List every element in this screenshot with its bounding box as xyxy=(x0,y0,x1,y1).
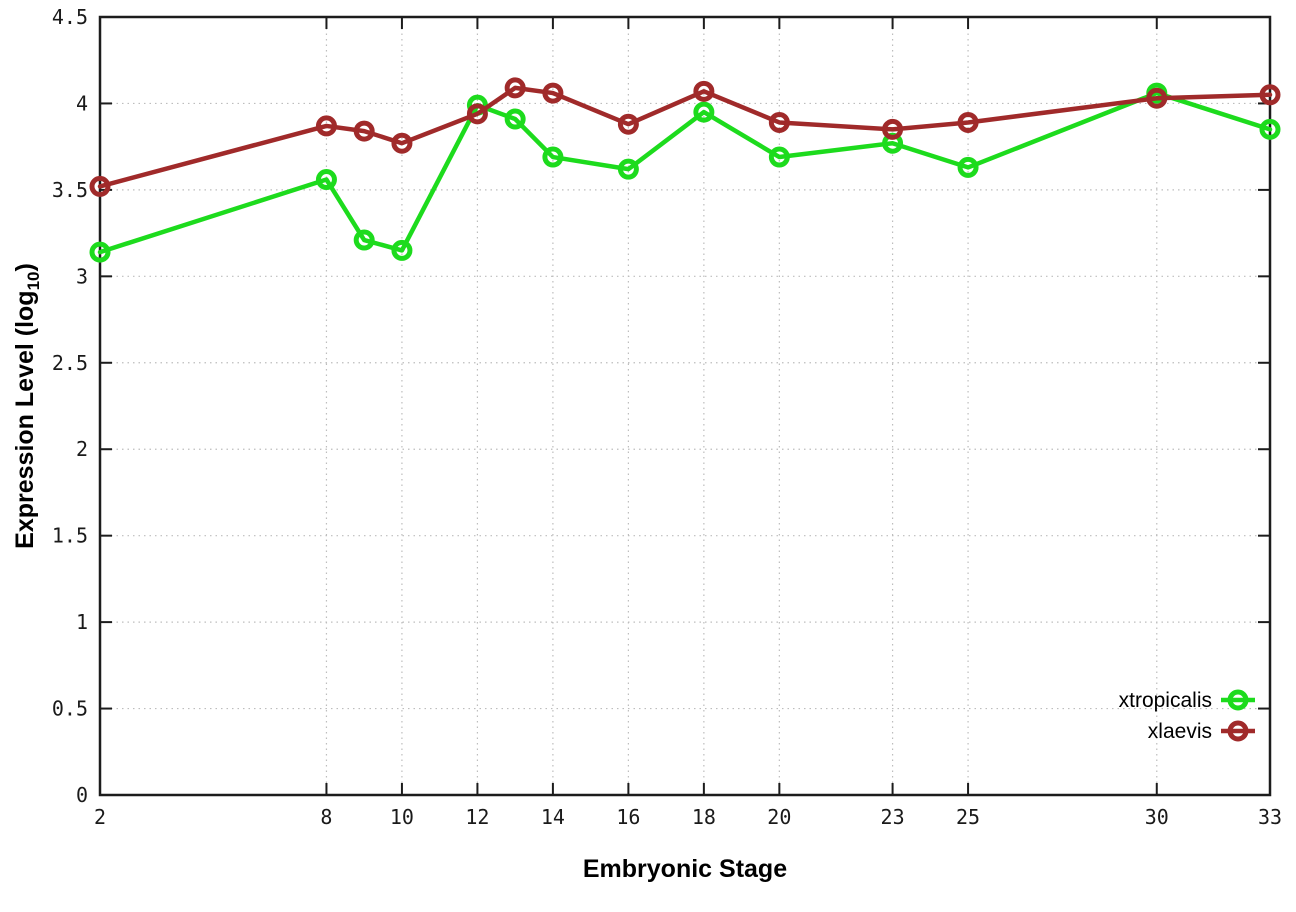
x-tick-label: 30 xyxy=(1145,805,1169,829)
x-tick-label: 25 xyxy=(956,805,980,829)
data-point-xlaevis xyxy=(315,115,337,137)
y-tick-label: 1 xyxy=(76,610,88,634)
x-tick-label: 20 xyxy=(767,805,791,829)
data-point-xtropicalis xyxy=(542,146,564,168)
data-point-xtropicalis xyxy=(315,169,337,191)
series-line-xlaevis xyxy=(97,85,1273,189)
data-point-xlaevis xyxy=(1259,84,1281,106)
x-tick-label: 10 xyxy=(390,805,414,829)
data-point-xlaevis xyxy=(353,120,375,142)
y-tick-label: 0 xyxy=(76,783,88,807)
y-tick-label: 1.5 xyxy=(52,524,88,548)
y-axis-title: Expression Level (log10) xyxy=(11,263,43,549)
x-tick-label: 33 xyxy=(1258,805,1282,829)
data-point-xlaevis xyxy=(466,103,488,125)
y-tick-label: 4 xyxy=(76,91,88,115)
grid-layer xyxy=(100,17,1270,795)
data-point-xlaevis xyxy=(89,175,111,197)
legend-label-xlaevis: xlaevis xyxy=(1148,720,1212,743)
data-point-xtropicalis xyxy=(353,229,375,251)
tick-label-layer: 0 0.5 1 1.5 2 2.5 3 3.5 4 4.5 2 8 10 12 14 16 18 20 23 25 30… xyxy=(52,5,1282,829)
legend-marker-xtropicalis xyxy=(1227,689,1249,711)
y-tick-label: 2 xyxy=(76,437,88,461)
x-tick-label: 18 xyxy=(692,805,716,829)
y-tick-label: 4.5 xyxy=(52,5,88,29)
data-point-xtropicalis xyxy=(957,156,979,178)
x-tick-label: 23 xyxy=(881,805,905,829)
border-layer xyxy=(98,15,1272,797)
data-point-xlaevis xyxy=(617,113,639,135)
series-line-xtropicalis xyxy=(97,90,1273,255)
y-tick-label: 2.5 xyxy=(52,351,88,375)
y-tick-label: 3 xyxy=(76,264,88,288)
axis-title-layer: Embryonic Stage Expression Level (log10) xyxy=(11,263,787,883)
x-tick-label: 16 xyxy=(616,805,640,829)
x-tick-label: 12 xyxy=(465,805,489,829)
data-point-xlaevis xyxy=(693,80,715,102)
data-point-xtropicalis xyxy=(693,101,715,123)
y-tick-label: 0.5 xyxy=(52,697,88,721)
data-point-xtropicalis xyxy=(1259,118,1281,140)
series-layer xyxy=(89,77,1281,263)
x-tick-label: 2 xyxy=(94,805,106,829)
data-point-xlaevis xyxy=(504,77,526,99)
data-point-xtropicalis xyxy=(391,239,413,261)
legend: xtropicalis xlaevis xyxy=(1119,689,1255,743)
data-point-xlaevis xyxy=(957,111,979,133)
data-point-xlaevis xyxy=(391,132,413,154)
plot-border xyxy=(98,15,1272,797)
data-point-xlaevis xyxy=(1146,87,1168,109)
data-point-xtropicalis xyxy=(89,241,111,263)
data-point-xtropicalis xyxy=(504,108,526,130)
legend-marker-xlaevis xyxy=(1227,720,1249,742)
y-tick-label: 3.5 xyxy=(52,178,88,202)
x-axis-title: Embryonic Stage xyxy=(583,855,787,883)
data-point-xlaevis xyxy=(768,111,790,133)
legend-label-xtropicalis: xtropicalis xyxy=(1119,689,1212,712)
data-point-xtropicalis xyxy=(768,146,790,168)
tick-layer xyxy=(99,16,1271,796)
data-point-xtropicalis xyxy=(617,158,639,180)
data-point-xlaevis xyxy=(542,82,564,104)
x-tick-label: 8 xyxy=(320,805,332,829)
data-point-xlaevis xyxy=(882,118,904,140)
x-tick-label: 14 xyxy=(541,805,565,829)
